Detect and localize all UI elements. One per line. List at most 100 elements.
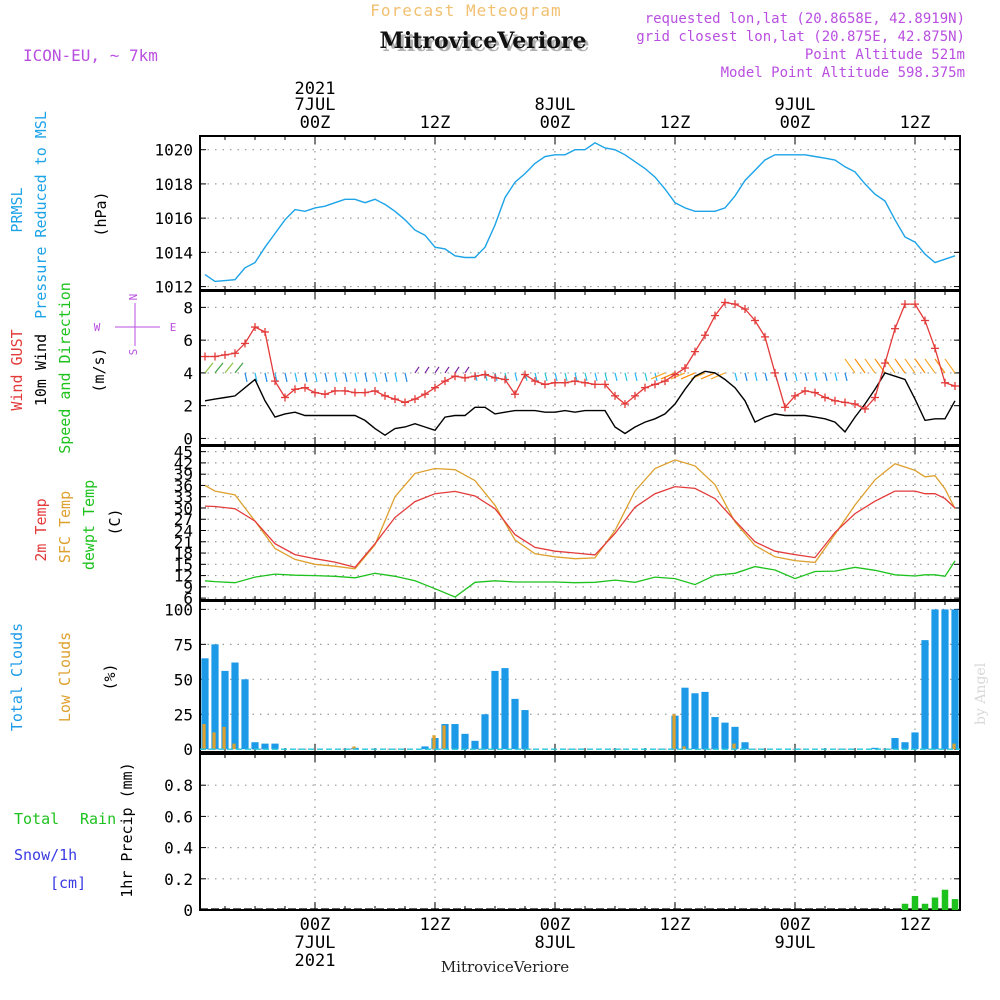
pressure-ytick-label: 1018	[154, 175, 193, 194]
total-clouds-bar	[921, 640, 929, 750]
temp-2m-line	[204, 485, 956, 569]
total-clouds-bar	[891, 738, 899, 750]
compass-south: S	[127, 349, 140, 356]
temp-ytick-label: 24	[174, 522, 193, 541]
wind-direction-arrow	[814, 372, 818, 382]
station-title: MitroviceVeriore	[380, 28, 587, 54]
clouds-ytick-label: 25	[174, 705, 193, 724]
wind-direction-arrow	[264, 372, 268, 383]
wind-10m-label: 10m Wind	[32, 334, 50, 406]
total-clouds-bar	[451, 724, 459, 750]
wind-direction-arrow	[204, 362, 214, 374]
wind-direction-arrow	[424, 366, 430, 374]
total-clouds-bar	[471, 740, 479, 750]
footer-station: MitroviceVeriore	[441, 958, 569, 976]
temp-ytick-label: 6	[183, 589, 193, 608]
temp-frame	[199, 445, 961, 601]
wind-direction-arrow	[824, 372, 828, 382]
meteogram-subtitle: Forecast Meteogram	[370, 1, 561, 20]
top-time-label: 12Z	[900, 113, 931, 133]
pressure-panel: 1012 1014 1016 1018 1020	[154, 135, 961, 297]
temp-sfc-label: SFC Temp	[56, 491, 74, 563]
wind-direction-arrow	[464, 366, 470, 374]
wind-ytick-label: 8	[183, 298, 193, 317]
total-clouds-bar	[701, 691, 709, 750]
wind-direction-arrow	[924, 358, 936, 374]
wind-direction-arrow	[324, 372, 328, 383]
bottom-time-label: 00Z	[780, 915, 811, 935]
precip-ytick-label: 0.6	[164, 807, 193, 826]
clouds-ytick-label: 0	[183, 740, 193, 759]
pressure-unit-label: (hPa)	[92, 191, 110, 236]
wind-direction-arrow	[944, 358, 956, 374]
wind-direction-arrow	[294, 372, 298, 383]
total-clouds-bar	[711, 717, 719, 750]
total-clouds-bar	[201, 658, 209, 750]
clouds-ytick-label: 75	[174, 635, 193, 654]
wind-gust-line	[205, 301, 956, 410]
low-clouds-bar	[952, 743, 956, 750]
wind-direction-arrow	[764, 372, 768, 382]
compass-west: W	[94, 321, 101, 334]
requested-coords: requested lon,lat (20.8658E, 42.8919N)	[645, 11, 965, 27]
total-clouds-bar	[691, 693, 699, 750]
total-clouds-bar	[421, 746, 429, 750]
precip-bar	[911, 895, 919, 910]
wind-direction-arrow	[284, 372, 288, 383]
sfc-temp-line	[204, 459, 956, 570]
wind-direction-arrow	[894, 358, 906, 374]
temp-ytick-label: 12	[174, 567, 193, 586]
wind-direction-arrow	[604, 372, 608, 382]
wind-direction-arrow	[594, 372, 598, 382]
temp-ytick-label: 39	[174, 465, 193, 484]
wind-direction-arrow	[334, 372, 338, 383]
prmsl-line	[204, 141, 956, 283]
wind-unit-label: (m/s)	[90, 347, 108, 392]
wind-direction-arrow	[414, 366, 420, 374]
wind-direction-arrow	[434, 366, 440, 374]
precip-bar	[941, 889, 949, 910]
pressure-label-prmsl: PRMSL	[8, 187, 26, 232]
wind-direction-arrow	[404, 372, 408, 383]
station-title-shadow: MitroviceVeriore	[383, 31, 590, 57]
precip-bar	[901, 903, 909, 910]
precip-ytick-label: 0.2	[164, 870, 193, 889]
wind-direction-arrow	[904, 358, 916, 374]
total-clouds-bar	[951, 609, 959, 750]
wind-direction-arrow	[374, 372, 378, 383]
temp-ytick-label: 27	[174, 510, 193, 529]
header: Forecast Meteogram MitroviceVeriore Mitr…	[23, 1, 965, 81]
precip-bar	[921, 903, 929, 910]
total-clouds-bar	[221, 670, 229, 750]
wind-direction-arrow	[564, 372, 568, 382]
wind-direction-arrow	[314, 372, 318, 383]
precip-bar	[951, 899, 959, 910]
bottom-date-label: 8JUL	[535, 933, 576, 953]
wind-direction-arrow	[744, 372, 748, 382]
precip-panel: 0 0.2 0.4 0.6 0.8	[164, 753, 961, 920]
wind-direction-arrow	[384, 372, 388, 383]
wind-direction-arrow	[554, 372, 558, 382]
total-clouds-bar	[731, 726, 739, 750]
wind-ytick-label: 4	[183, 364, 193, 383]
precip-cm-label: [cm]	[50, 874, 86, 892]
wind-ytick-label: 6	[183, 331, 193, 350]
precip-rain-label: Rain	[80, 810, 116, 828]
wind-direction-arrow	[914, 358, 926, 374]
total-clouds-bar	[271, 743, 279, 750]
model-name: ICON-EU, ~ 7km	[23, 46, 158, 65]
top-year-label: 2021	[295, 79, 336, 99]
wind-direction-arrow	[634, 372, 638, 382]
wind-direction-arrow	[884, 358, 896, 374]
clouds-ytick-label: 100	[164, 600, 193, 619]
wind-direction-arrow	[444, 366, 450, 374]
top-time-label: 00Z	[540, 113, 571, 133]
total-clouds-bar	[941, 609, 949, 750]
wind-direction-arrow	[710, 372, 726, 380]
total-clouds-bar	[871, 747, 879, 750]
top-time-label: 12Z	[660, 113, 691, 133]
pressure-ytick-label: 1014	[154, 243, 193, 262]
